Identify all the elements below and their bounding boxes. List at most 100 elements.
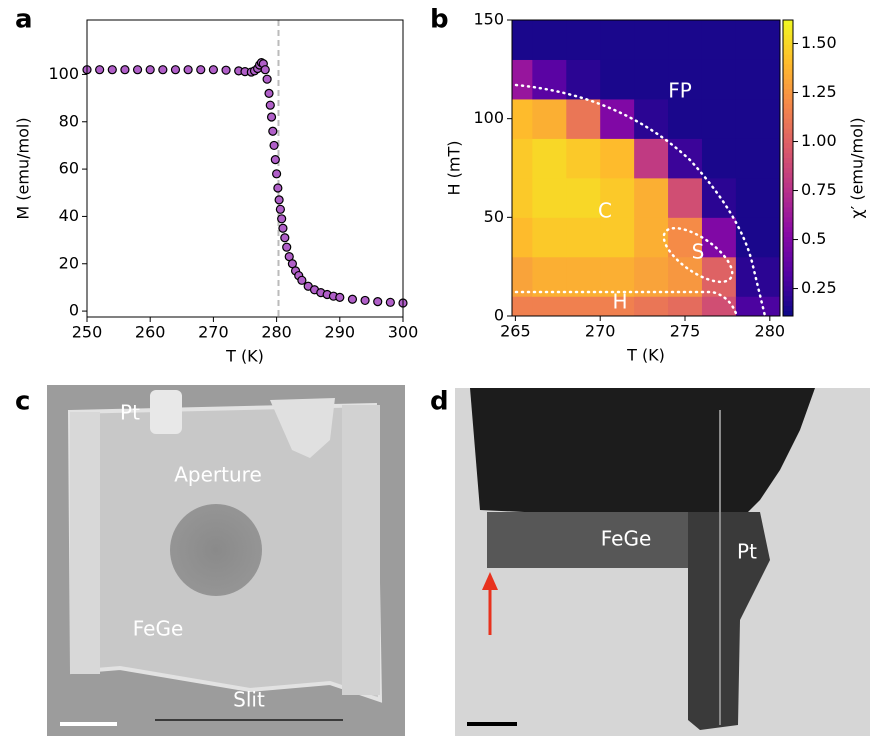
data-point bbox=[360, 295, 370, 306]
data-point bbox=[120, 65, 130, 75]
heatmap-cell bbox=[634, 217, 669, 258]
colorbar-segment bbox=[783, 296, 793, 302]
heatmap-cell bbox=[735, 20, 781, 60]
x-tick-label: 250 bbox=[72, 323, 103, 342]
x-tick-label: 275 bbox=[670, 322, 701, 341]
heatmap-cell bbox=[600, 177, 635, 218]
heatmap-cell bbox=[634, 296, 669, 317]
colorbar-segment bbox=[783, 301, 793, 307]
data-point bbox=[264, 88, 274, 98]
heatmap-cell bbox=[668, 98, 703, 139]
colorbar-segment bbox=[783, 153, 793, 159]
colorbar-segment bbox=[783, 24, 793, 31]
colorbar-segment bbox=[783, 187, 793, 194]
colorbar-segment bbox=[783, 286, 793, 292]
colorbar-segment bbox=[783, 197, 793, 204]
colorbar-segment bbox=[783, 202, 793, 208]
x-tick-label: 260 bbox=[135, 323, 166, 342]
data-point bbox=[278, 223, 288, 233]
heatmap-cell bbox=[735, 138, 781, 179]
heatmap-cell bbox=[532, 296, 567, 317]
colorbar-segment bbox=[783, 29, 793, 36]
pt-deposit bbox=[150, 390, 182, 434]
data-point bbox=[170, 65, 181, 75]
data-point bbox=[373, 297, 383, 307]
heatmap-cell bbox=[735, 296, 781, 317]
colorbar-segment bbox=[783, 94, 793, 100]
colorbar-segment bbox=[783, 74, 793, 80]
heatmap-cell bbox=[532, 138, 567, 179]
heatmap-cell bbox=[512, 59, 533, 100]
heatmap-cell bbox=[512, 177, 533, 218]
y-tick-label: 150 bbox=[473, 10, 504, 29]
colorbar-segment bbox=[783, 163, 793, 169]
heatmap-cell bbox=[566, 138, 601, 179]
data-point bbox=[95, 65, 105, 75]
y-tick-label: 20 bbox=[59, 253, 79, 272]
heatmap-cell bbox=[668, 256, 703, 297]
phase-boundary bbox=[662, 226, 734, 284]
heatmap-cell bbox=[634, 177, 669, 218]
colorbar-segment bbox=[783, 212, 793, 218]
colorbar-segment bbox=[783, 217, 793, 223]
heatmap-cell bbox=[566, 296, 601, 317]
heatmap-cell bbox=[566, 256, 601, 297]
colorbar-segment bbox=[783, 128, 793, 134]
heatmap-cell bbox=[532, 20, 567, 60]
heatmap-cell bbox=[701, 98, 737, 139]
heatmap-cell bbox=[668, 138, 703, 179]
colorbar-segment bbox=[783, 133, 793, 139]
x-tick-label: 270 bbox=[585, 322, 616, 341]
heatmap-cell bbox=[532, 59, 567, 100]
colorbar-segment bbox=[783, 222, 793, 228]
heatmap-cell bbox=[600, 98, 635, 139]
data-point bbox=[282, 242, 292, 252]
colorbar-segment bbox=[783, 177, 793, 184]
micrograph-d: d FeGe Pt bbox=[430, 387, 870, 736]
heatmap-cell bbox=[566, 20, 601, 60]
phase-boundaries bbox=[514, 83, 767, 318]
colorbar-segment bbox=[783, 242, 793, 248]
colorbar-segment bbox=[783, 138, 793, 144]
data-point bbox=[107, 65, 117, 75]
colorbar-segment bbox=[783, 232, 793, 238]
panel-label: d bbox=[430, 387, 449, 417]
heatmap-cell bbox=[600, 217, 635, 258]
data-point bbox=[266, 112, 277, 122]
data-point bbox=[297, 275, 307, 285]
y-tick-label: 40 bbox=[59, 206, 79, 225]
colorbar-segment bbox=[783, 266, 793, 273]
data-point bbox=[280, 233, 290, 243]
colorbar-segment bbox=[783, 79, 793, 85]
data-point bbox=[335, 292, 345, 302]
colorbar-segment bbox=[783, 49, 793, 56]
heatmap-cell bbox=[634, 138, 669, 179]
x-tick-label: 290 bbox=[325, 323, 356, 342]
data-point bbox=[272, 169, 282, 179]
data-point bbox=[274, 195, 284, 205]
heatmap-cell bbox=[668, 217, 703, 258]
colorbar-frame bbox=[782, 19, 794, 317]
colorbar-segment bbox=[783, 271, 793, 278]
colorbar-segment bbox=[783, 39, 793, 46]
colorbar-segment bbox=[783, 227, 793, 233]
y-tick-label: 100 bbox=[48, 64, 79, 83]
plot-frame bbox=[86, 19, 404, 318]
x-tick-label: 265 bbox=[500, 322, 531, 341]
phase-boundary bbox=[514, 83, 767, 318]
heatmap-cell bbox=[701, 296, 737, 317]
panel-label: c bbox=[15, 387, 30, 417]
colorbar-segment bbox=[783, 103, 793, 110]
heatmap-cell bbox=[512, 20, 533, 60]
heatmap-cell bbox=[634, 59, 669, 100]
heatmap-cell bbox=[668, 177, 703, 218]
heatmap-layer bbox=[512, 20, 781, 317]
heatmap-cell bbox=[701, 138, 737, 179]
data-point bbox=[158, 65, 168, 75]
heatmap-cell bbox=[512, 98, 533, 139]
data-point bbox=[269, 140, 279, 151]
heatmap-cell bbox=[600, 256, 635, 297]
annotation: Pt bbox=[737, 540, 757, 564]
arrow-head bbox=[482, 572, 498, 590]
